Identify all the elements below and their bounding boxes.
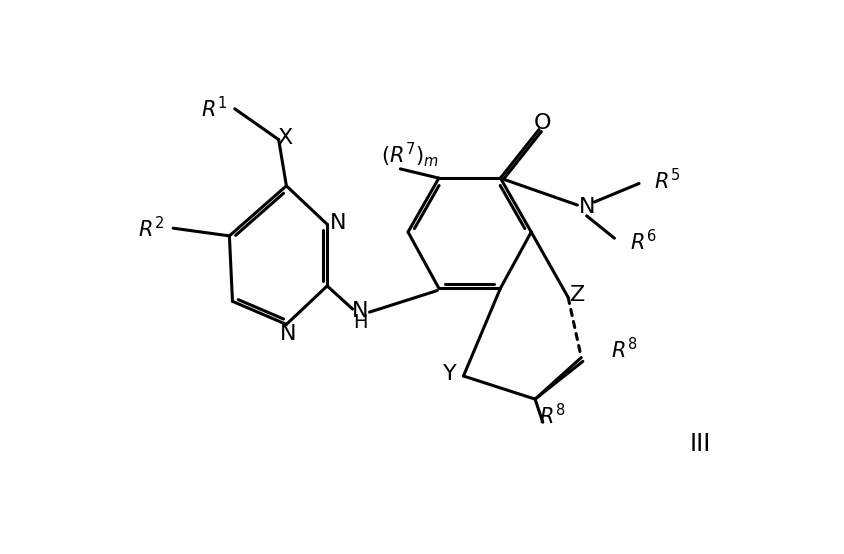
Text: $R^1$: $R^1$ [201, 96, 227, 121]
Text: III: III [690, 432, 711, 456]
Text: N: N [329, 213, 346, 233]
Text: N: N [352, 301, 368, 321]
Text: Y: Y [442, 365, 456, 384]
Text: O: O [533, 114, 551, 134]
Text: $(R^7)_m$: $(R^7)_m$ [381, 141, 438, 170]
Text: H: H [353, 314, 367, 332]
Text: Z: Z [569, 285, 584, 305]
Text: X: X [277, 128, 292, 148]
Text: $R^5$: $R^5$ [653, 168, 679, 193]
Text: $R^8$: $R^8$ [538, 403, 565, 429]
Text: $R^6$: $R^6$ [629, 229, 656, 255]
Text: $R^8$: $R^8$ [610, 337, 636, 362]
Text: N: N [578, 197, 594, 217]
Text: $R^2$: $R^2$ [138, 216, 164, 241]
Text: N: N [279, 324, 295, 343]
